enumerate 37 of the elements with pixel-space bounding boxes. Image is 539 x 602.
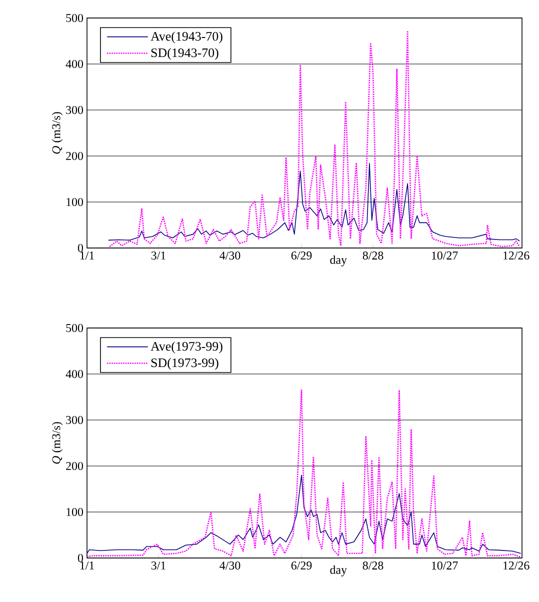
y-tick-label: 500	[66, 324, 84, 332]
x-tick-label: 4/30	[220, 562, 240, 570]
x-tick-label: 1/1	[80, 562, 94, 570]
legend-label: Ave(1943-70)	[150, 32, 222, 44]
y-axis-title: Q (m3/s)	[52, 422, 63, 464]
x-tick-label: 8/28	[362, 562, 384, 570]
x-tick-label: 4/30	[220, 252, 240, 260]
y-axis-title: Q (m3/s)	[52, 112, 63, 154]
y-tick-label: 100	[66, 508, 84, 516]
legend-label: SD(1973-99)	[151, 358, 218, 370]
x-tick-label: 8/28	[362, 252, 384, 260]
x-axis-title: day	[330, 565, 347, 576]
x-tick-label: 1/1	[80, 252, 94, 260]
line-series	[108, 162, 520, 242]
y-tick-label: 0	[78, 244, 84, 252]
y-tick-label: 300	[66, 416, 84, 424]
y-tick-label: 200	[66, 152, 84, 160]
legend-label: Ave(1973-99)	[150, 342, 222, 354]
y-tick-label: 100	[66, 198, 84, 206]
y-tick-label: 500	[66, 14, 84, 22]
x-tick-label: 6/29	[291, 252, 312, 260]
x-tick-label: 3/1	[151, 252, 166, 260]
x-tick-label: 6/29	[291, 562, 312, 570]
x-tick-label: 10/27	[432, 562, 458, 570]
x-tick-label: 3/1	[151, 562, 166, 570]
x-tick-label: 12/26	[503, 252, 530, 260]
x-axis-title: day	[330, 255, 347, 266]
y-tick-label: 400	[66, 60, 84, 68]
y-tick-label: 400	[66, 370, 84, 378]
x-tick-label: 12/26	[503, 562, 530, 570]
y-tick-label: 0	[78, 554, 84, 562]
line-series	[108, 31, 520, 248]
y-tick-label: 200	[66, 462, 84, 470]
line-series	[87, 474, 522, 554]
y-tick-label: 300	[66, 106, 84, 114]
legend-label: SD(1943-70)	[151, 48, 218, 60]
x-tick-label: 10/27	[432, 252, 458, 260]
